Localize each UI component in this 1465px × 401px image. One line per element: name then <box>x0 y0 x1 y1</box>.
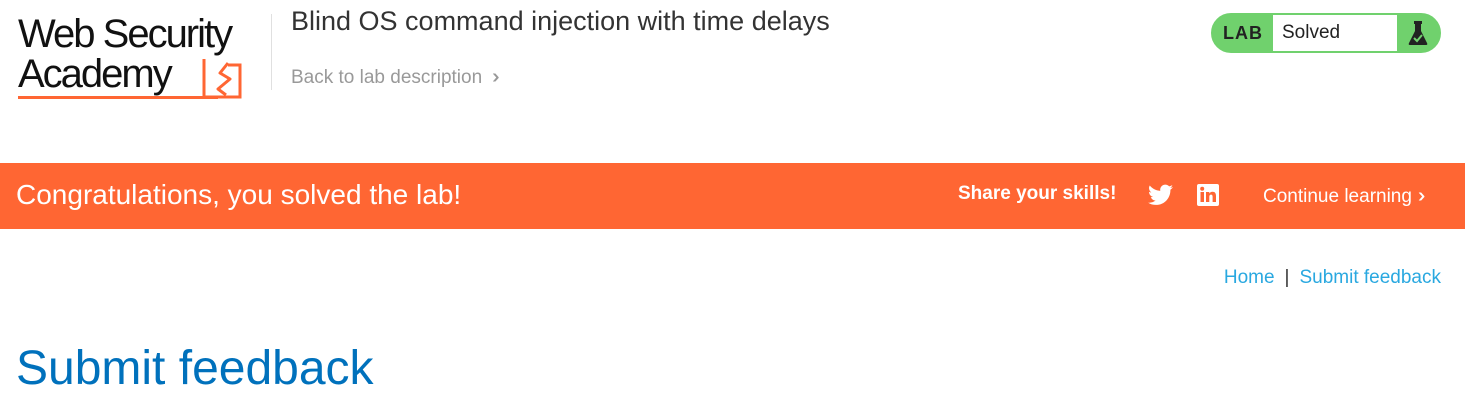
double-chevron-right-icon: ›› <box>1417 185 1427 207</box>
congratulations-message: Congratulations, you solved the lab! <box>16 179 462 210</box>
flask-icon <box>1397 15 1439 51</box>
lab-status-badge: LAB Solved <box>1211 13 1441 53</box>
logo-divider <box>271 14 272 90</box>
nav-separator: | <box>1284 267 1290 288</box>
academy-logo[interactable]: Web Security Academy <box>18 12 268 104</box>
continue-learning-link[interactable]: Continue learning ›› <box>1263 185 1427 208</box>
lab-status-label: LAB <box>1223 23 1263 43</box>
back-link-label: Back to lab description <box>291 66 483 88</box>
linkedin-icon[interactable] <box>1197 184 1219 206</box>
continue-learning-label: Continue learning <box>1263 185 1412 207</box>
logo-mark-icon <box>202 59 242 99</box>
solved-banner: Congratulations, you solved the lab! Sha… <box>0 163 1465 229</box>
home-link[interactable]: Home <box>1223 267 1275 288</box>
share-skills-label: Share your skills! <box>958 183 1117 204</box>
logo-line-1: Web Security <box>18 12 233 56</box>
top-nav: Home | Submit feedback <box>1224 267 1441 289</box>
submit-feedback-link[interactable]: Submit feedback <box>1299 267 1441 288</box>
page-title: Submit feedback <box>16 342 374 395</box>
logo-underline <box>18 96 218 99</box>
page-header: Web Security Academy Blind OS command in… <box>0 0 1465 163</box>
lab-title: Blind OS command injection with time del… <box>291 6 830 36</box>
back-to-description-link[interactable]: Back to lab description ›› <box>291 66 501 89</box>
lab-status-value: Solved <box>1273 15 1397 51</box>
double-chevron-right-icon: ›› <box>492 66 501 88</box>
logo-line-2: Academy <box>18 52 173 96</box>
twitter-icon[interactable] <box>1148 184 1173 206</box>
